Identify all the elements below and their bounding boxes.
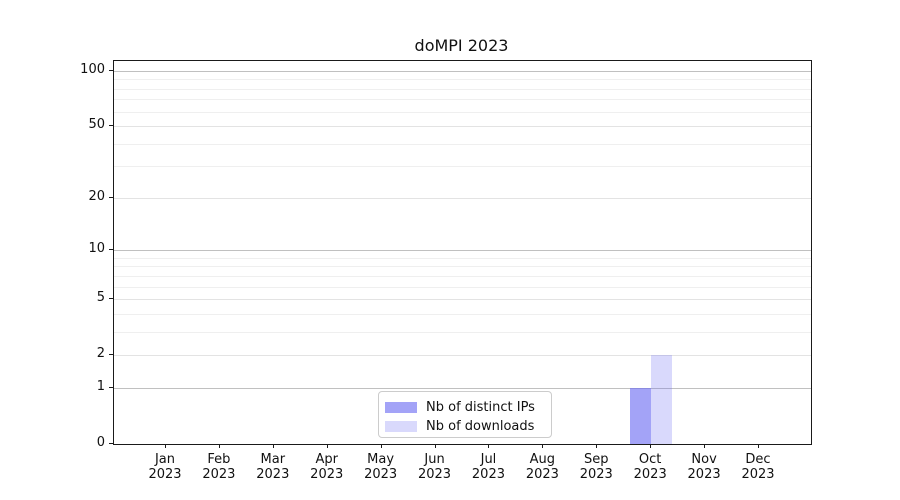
gridline-y-5 xyxy=(114,299,811,301)
x-tick-mark xyxy=(434,444,436,448)
plot-area xyxy=(113,60,812,445)
x-tick-mark xyxy=(165,444,166,448)
x-tick-label-oct: Oct 2023 xyxy=(620,452,680,482)
gridline-y-30 xyxy=(114,166,811,168)
gridline-y-6 xyxy=(114,286,811,288)
y-tick-mark xyxy=(109,443,113,444)
x-tick-label-sep: Sep 2023 xyxy=(566,452,626,482)
x-tick-mark xyxy=(758,444,759,448)
x-tick-mark xyxy=(218,444,220,448)
x-tick-year: 2023 xyxy=(579,467,613,482)
bar-oct-downloads xyxy=(651,355,673,444)
x-tick-year: 2023 xyxy=(633,467,667,482)
legend: Nb of distinct IPs Nb of downloads xyxy=(378,391,552,438)
gridline-y-8 xyxy=(114,266,811,268)
x-tick-month: Nov xyxy=(691,452,717,467)
gridline-y-60 xyxy=(114,111,811,113)
legend-swatch-downloads-icon xyxy=(385,421,417,432)
x-tick-label-dec: Dec 2023 xyxy=(728,452,788,482)
gridline-y-40 xyxy=(114,143,811,145)
x-tick-year: 2023 xyxy=(364,467,398,482)
x-tick-mark xyxy=(542,444,544,448)
x-tick-year: 2023 xyxy=(202,467,236,482)
x-tick-label-mar: Mar 2023 xyxy=(243,452,303,482)
bar-oct-distinct-ips xyxy=(630,387,652,444)
gridline-y-7 xyxy=(114,275,811,277)
y-tick-mark xyxy=(109,354,113,356)
y-tick-mark xyxy=(109,125,113,127)
gridline-y-100 xyxy=(114,71,811,72)
gridline-y-70 xyxy=(114,99,811,101)
gridline-y-9 xyxy=(114,257,811,259)
x-tick-year: 2023 xyxy=(741,467,775,482)
y-tick-label: 10 xyxy=(88,241,105,257)
y-tick-mark xyxy=(109,386,113,388)
x-tick-month: May xyxy=(367,452,395,467)
x-tick-month: Jun xyxy=(424,452,445,467)
x-tick-month: Dec xyxy=(745,452,771,467)
x-tick-month: Jul xyxy=(480,452,497,467)
x-tick-month: Apr xyxy=(315,452,338,467)
y-tick-label: 50 xyxy=(88,117,105,133)
gridline-y-2 xyxy=(114,355,811,357)
y-tick-mark xyxy=(109,70,113,71)
legend-label-distinct-ips: Nb of distinct IPs xyxy=(426,400,535,415)
x-tick-year: 2023 xyxy=(148,467,182,482)
x-tick-label-apr: Apr 2023 xyxy=(297,452,357,482)
x-tick-year: 2023 xyxy=(525,467,559,482)
y-tick-label: 5 xyxy=(96,290,105,306)
x-tick-month: Oct xyxy=(638,452,662,467)
x-tick-month: Mar xyxy=(260,452,286,467)
x-tick-label-aug: Aug 2023 xyxy=(512,452,572,482)
y-tick-mark xyxy=(109,298,113,300)
x-tick-month: Sep xyxy=(584,452,609,467)
y-tick-mark xyxy=(109,196,113,198)
chart-title: doMPI 2023 xyxy=(414,36,509,55)
x-tick-mark xyxy=(326,444,328,448)
y-tick-label: 20 xyxy=(88,188,105,204)
x-tick-label-jul: Jul 2023 xyxy=(458,452,518,482)
x-tick-mark xyxy=(380,444,382,448)
y-tick-label: 1 xyxy=(96,378,105,394)
y-tick-label: 100 xyxy=(80,62,105,77)
gridline-y-4 xyxy=(114,313,811,315)
gridline-y-10 xyxy=(114,250,811,252)
legend-swatch-distinct-ips-icon xyxy=(385,402,417,413)
x-tick-mark xyxy=(704,444,706,448)
gridline-y-90 xyxy=(114,79,811,81)
legend-label-downloads: Nb of downloads xyxy=(426,419,535,434)
x-tick-mark xyxy=(596,444,598,448)
x-tick-mark xyxy=(272,444,274,448)
legend-item-downloads: Nb of downloads xyxy=(385,418,543,435)
x-tick-year: 2023 xyxy=(471,467,505,482)
x-tick-label-nov: Nov 2023 xyxy=(674,452,734,482)
x-tick-month: Jan xyxy=(154,452,176,467)
y-tick-label: 0 xyxy=(96,435,105,450)
x-tick-label-feb: Feb 2023 xyxy=(189,452,249,482)
y-tick-mark xyxy=(109,249,113,251)
gridline-y-20 xyxy=(114,197,811,199)
x-tick-year: 2023 xyxy=(687,467,721,482)
x-tick-mark xyxy=(650,444,652,448)
x-tick-year: 2023 xyxy=(256,467,290,482)
x-tick-month: Aug xyxy=(529,452,556,467)
gridline-y-1 xyxy=(114,387,811,389)
x-tick-month: Feb xyxy=(207,452,231,467)
legend-item-distinct-ips: Nb of distinct IPs xyxy=(385,399,543,416)
x-tick-year: 2023 xyxy=(417,467,452,482)
x-tick-year: 2023 xyxy=(310,467,344,482)
y-tick-label: 2 xyxy=(96,346,105,362)
gridline-y-3 xyxy=(114,331,811,333)
x-tick-label-may: May 2023 xyxy=(351,452,411,482)
x-tick-label-jun: Jun 2023 xyxy=(405,452,465,482)
x-tick-label-jan: Jan 2023 xyxy=(135,452,195,482)
gridline-y-50 xyxy=(114,126,811,128)
x-tick-mark xyxy=(488,444,490,448)
gridline-y-80 xyxy=(114,88,811,90)
